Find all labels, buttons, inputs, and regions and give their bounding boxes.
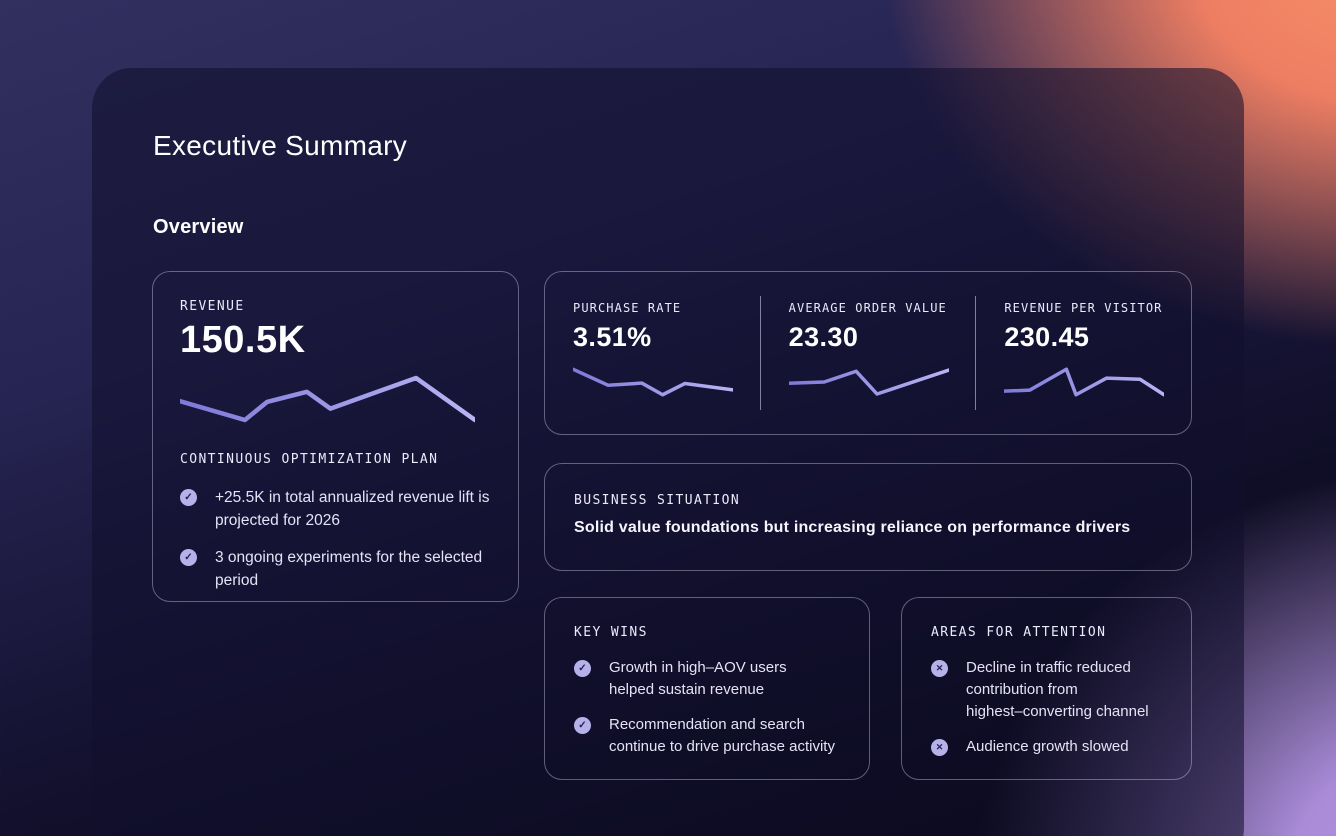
metric-label: REVENUE PER VISITOR xyxy=(1004,301,1163,315)
main-card: Executive Summary Overview REVENUE 150.5… xyxy=(92,68,1244,836)
key-wins-items: ✓ Growth in high–AOV users helped sustai… xyxy=(574,657,840,758)
key-win-item: ✓ Recommendation and search continue to … xyxy=(574,714,840,758)
business-situation-card: BUSINESS SITUATION Solid value foundatio… xyxy=(544,463,1192,571)
cross-icon: ✕ xyxy=(931,660,948,677)
key-win-text: Recommendation and search continue to dr… xyxy=(609,716,835,755)
metric-column-purchase-rate: PURCHASE RATE 3.51% xyxy=(545,272,760,434)
area-item-text: Audience growth slowed xyxy=(966,738,1129,755)
area-item: ✕ Audience growth slowed xyxy=(931,736,1162,758)
plan-item: ✓ +25.5K in total annualized revenue lif… xyxy=(180,486,491,532)
key-wins-label: KEY WINS xyxy=(574,625,648,640)
check-icon: ✓ xyxy=(574,717,591,734)
metric-value: 230.45 xyxy=(1004,322,1090,352)
metric-value: 23.30 xyxy=(788,322,859,352)
areas-label: AREAS FOR ATTENTION xyxy=(931,625,1107,640)
metric-column-revenue-per-visitor: REVENUE PER VISITOR 230.45 xyxy=(976,272,1191,434)
metric-column-average-order-value: AVERAGE ORDER VALUE 23.30 xyxy=(761,272,976,434)
business-situation-statement: Solid value foundations but increasing r… xyxy=(574,519,1131,536)
metric-label: PURCHASE RATE xyxy=(573,301,682,315)
metrics-card: PURCHASE RATE 3.51% AVERAGE ORDER VALUE … xyxy=(544,271,1192,435)
plan-item-text: 3 ongoing experiments for the selected p… xyxy=(215,548,483,589)
check-icon: ✓ xyxy=(180,488,197,506)
revenue-per-visitor-sparkline xyxy=(1004,365,1164,399)
key-wins-card: KEY WINS ✓ Growth in high–AOV users help… xyxy=(544,597,870,780)
metric-value: 3.51% xyxy=(573,322,652,352)
area-item-text: Decline in traffic reduced contribution … xyxy=(966,659,1149,720)
plan-item-text: +25.5K in total annualized revenue lift … xyxy=(215,488,490,529)
key-win-text: Growth in high–AOV users helped sustain … xyxy=(609,659,787,698)
cross-icon: ✕ xyxy=(931,739,948,756)
plan-items: ✓ +25.5K in total annualized revenue lif… xyxy=(180,486,491,592)
check-icon: ✓ xyxy=(180,548,197,566)
plan-item: ✓ 3 ongoing experiments for the selected… xyxy=(180,546,491,592)
metric-label: AVERAGE ORDER VALUE xyxy=(788,301,947,315)
check-icon: ✓ xyxy=(574,660,591,677)
average-order-value-sparkline xyxy=(789,365,949,399)
area-item: ✕ Decline in traffic reduced contributio… xyxy=(931,657,1162,723)
revenue-card: REVENUE 150.5K CONTINUOUS OPTIMIZATION P… xyxy=(152,271,519,602)
areas-items: ✕ Decline in traffic reduced contributio… xyxy=(931,657,1162,758)
areas-for-attention-card: AREAS FOR ATTENTION ✕ Decline in traffic… xyxy=(901,597,1192,780)
section-title: Overview xyxy=(153,216,244,238)
revenue-sparkline xyxy=(180,371,475,427)
revenue-label: REVENUE xyxy=(180,299,245,314)
purchase-rate-sparkline xyxy=(573,365,733,399)
plan-label: CONTINUOUS OPTIMIZATION PLAN xyxy=(180,451,439,467)
key-win-item: ✓ Growth in high–AOV users helped sustai… xyxy=(574,657,840,701)
page-title: Executive Summary xyxy=(153,130,408,161)
business-situation-label: BUSINESS SITUATION xyxy=(574,493,741,508)
column-divider xyxy=(759,296,761,410)
revenue-value: 150.5K xyxy=(180,319,306,361)
column-divider xyxy=(975,296,977,410)
